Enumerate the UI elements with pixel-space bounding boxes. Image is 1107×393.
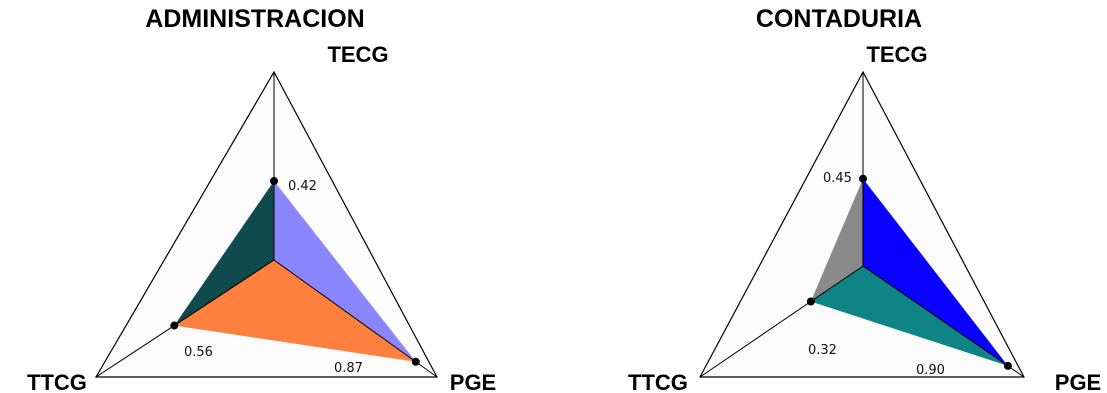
axis-label-ttcg: TTCG [628,370,688,393]
data-point-tecg [270,177,278,186]
data-regions [810,178,1008,366]
axis-label-tecg: TECG [866,42,927,67]
axis-line-ttcg [95,259,275,378]
axis-lines [95,72,438,378]
axis-label-pge: PGE [1055,370,1101,393]
data-point-pge [411,357,420,366]
region-pge-ttcg [174,260,416,362]
region-ttcg-tecg [174,181,274,326]
chart-title: ADMINISTRACION [145,5,364,33]
data-label-ttcg: 0.32 [808,343,837,358]
region-tecg-pge [863,178,1008,366]
region-tecg-pge [274,181,416,362]
axis-lines [699,72,1025,378]
data-point-ttcg [806,297,815,306]
radar-chart-contaduria: CONTADURIA TECG PGE TTCG 0.45 0.90 0.32 [628,5,1101,393]
data-point-pge [1003,361,1012,370]
data-point-ttcg [170,321,179,330]
region-ttcg-tecg [810,178,863,302]
data-point-tecg [859,174,867,183]
axis-label-ttcg: TTCG [27,370,87,393]
data-regions [174,181,416,362]
data-label-tecg: 0.45 [823,171,852,186]
data-label-ttcg: 0.56 [184,345,213,360]
data-label-pge: 0.87 [334,361,363,376]
data-label-pge: 0.90 [916,363,945,378]
axis-line-pge [862,265,1025,378]
chart-title: CONTADURIA [756,5,922,33]
data-points [170,177,420,366]
axis-line-ttcg [699,265,864,378]
axis-label-pge: PGE [450,370,496,393]
region-pge-ttcg [810,266,1008,366]
radar-chart-administracion: ADMINISTRACION TECG PGE TTCG 0.42 0.87 0… [27,5,496,393]
axis-line-pge [273,259,438,378]
data-label-tecg: 0.42 [288,179,317,194]
data-points [806,174,1012,370]
axis-label-tecg: TECG [327,42,388,67]
